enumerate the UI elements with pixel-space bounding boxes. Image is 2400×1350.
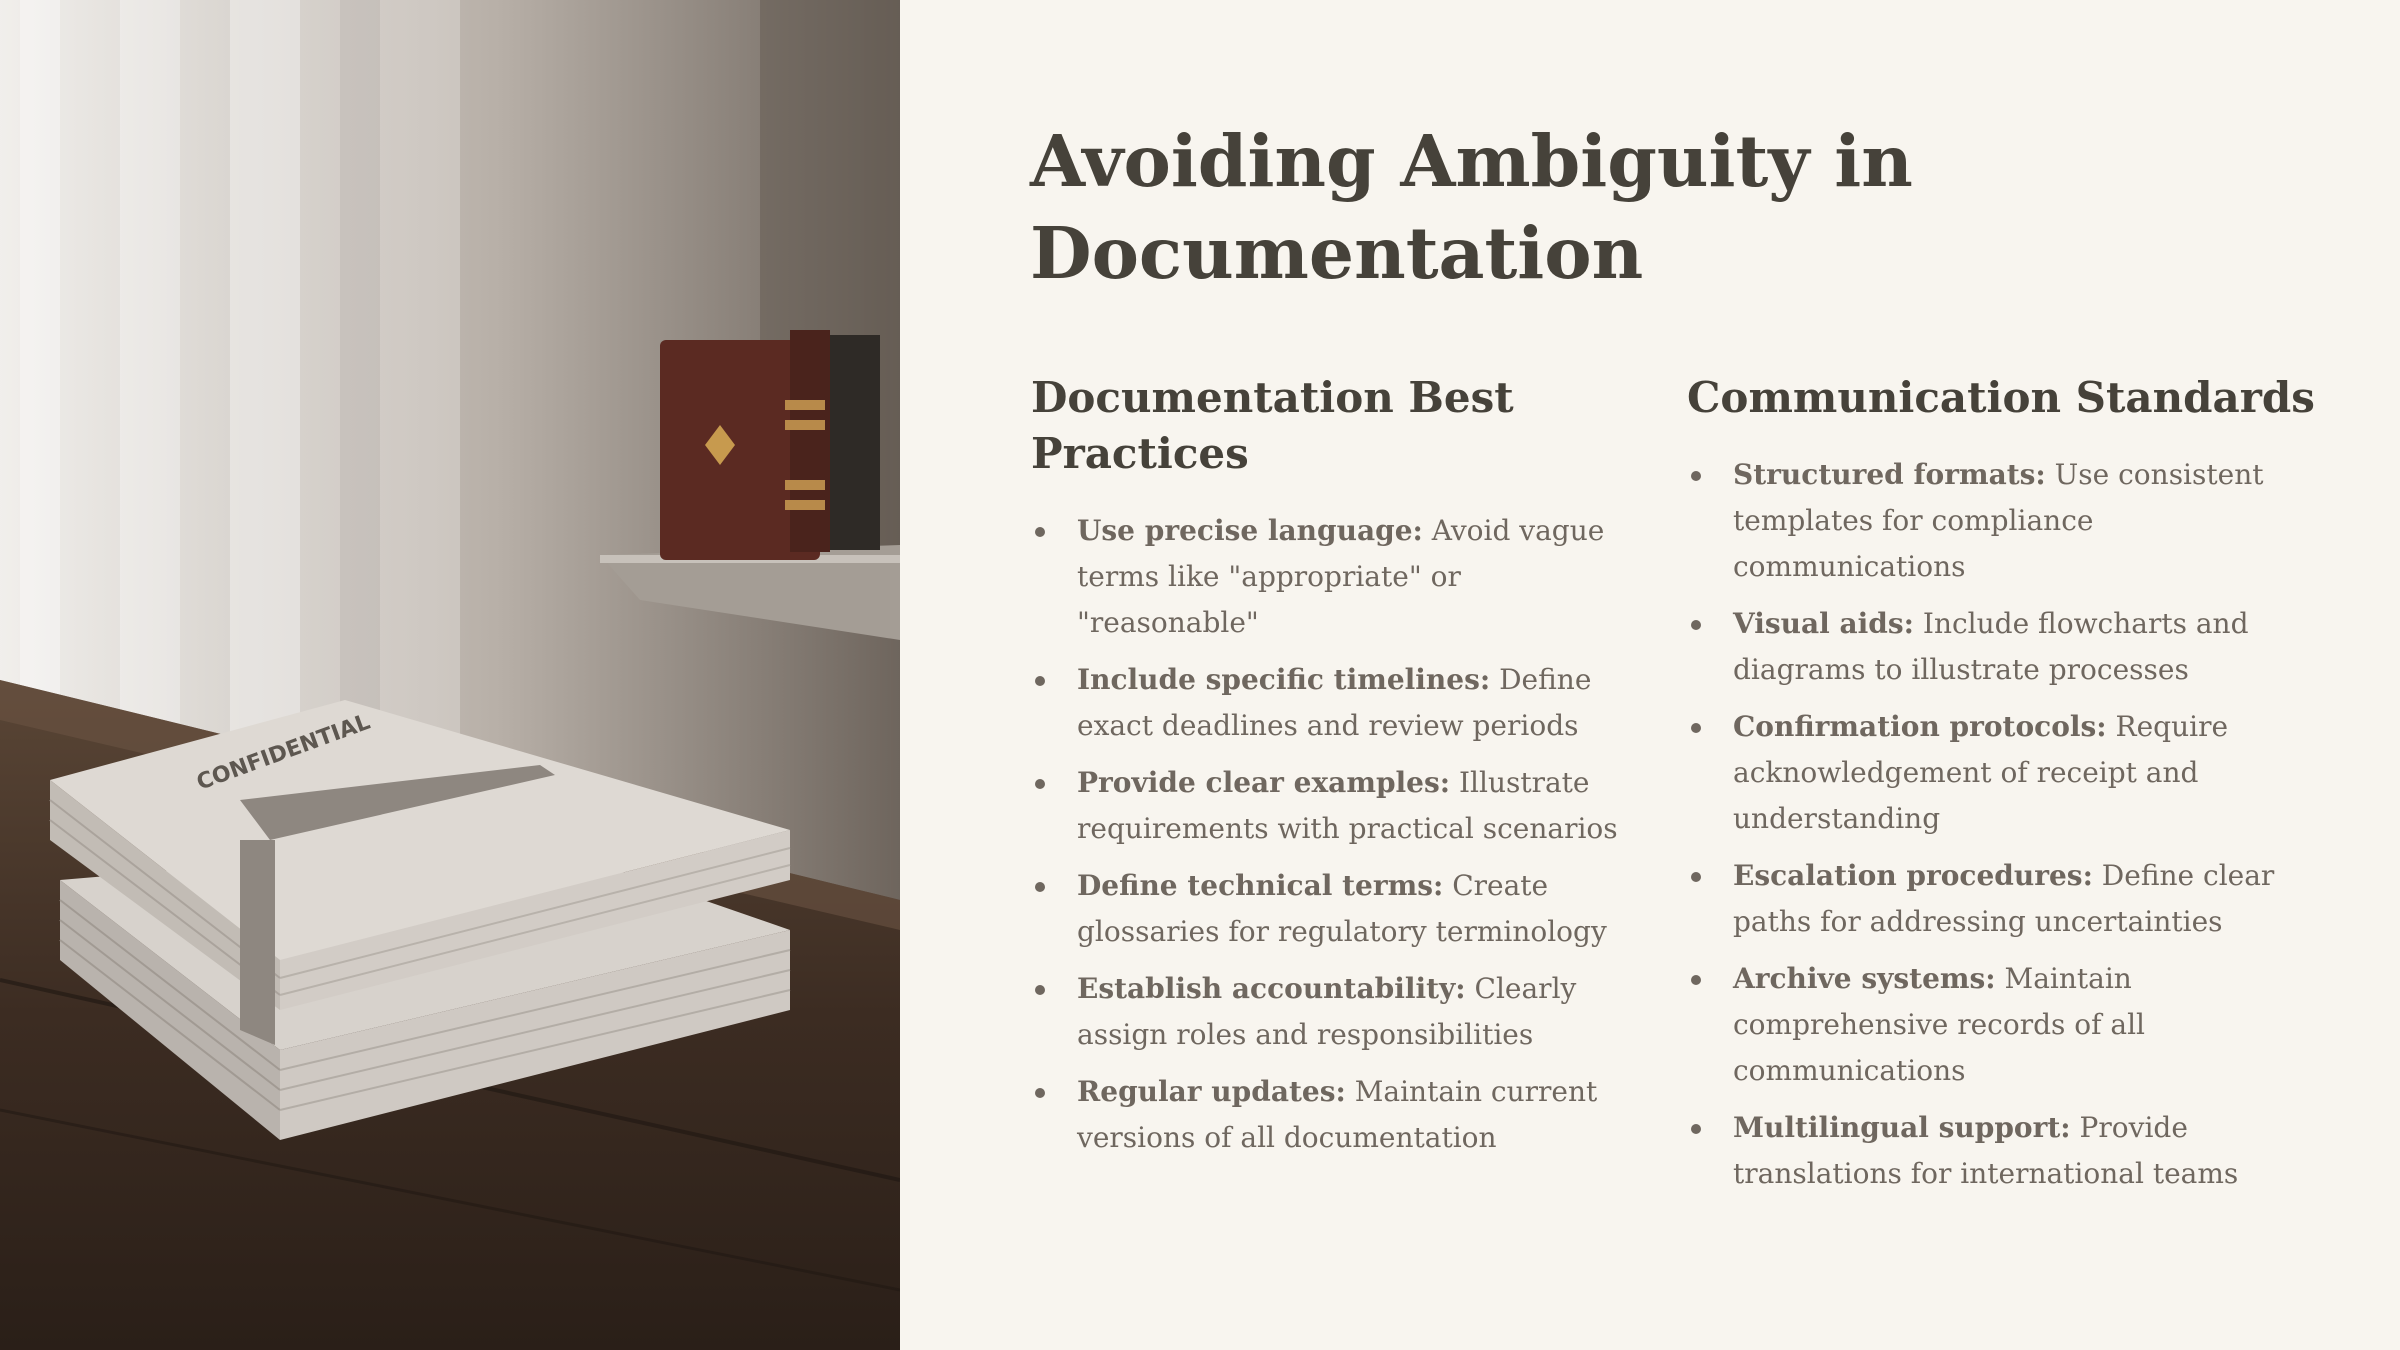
list-item: Regular updates: Maintain current versio…: [1031, 1069, 1621, 1161]
hero-photo: CONFIDENTIAL: [0, 0, 900, 1350]
list-item: Multilingual support: Provide translatio…: [1687, 1105, 2327, 1197]
item-term: Archive systems:: [1733, 962, 1996, 995]
list-item: Structured formats: Use consistent templ…: [1687, 452, 2327, 590]
column-heading: Documentation Best Practices: [1031, 373, 1514, 478]
bullet-icon: [1035, 1088, 1045, 1098]
list-item: Use precise language: Avoid vague terms …: [1031, 508, 1621, 646]
bullet-icon: [1035, 985, 1045, 995]
item-term: Include specific timelines:: [1077, 663, 1491, 696]
documentation-best-practices-column: Documentation Best Practices Use precise…: [1031, 370, 1621, 1172]
item-term: Regular updates:: [1077, 1075, 1346, 1108]
column-heading: Communication Standards: [1687, 373, 2315, 422]
slide-title: Avoiding Ambiguity in Documentation: [1030, 119, 1913, 295]
item-term: Escalation procedures:: [1733, 859, 2093, 892]
slide-content: Avoiding Ambiguity in Documentation Docu…: [900, 0, 2400, 1350]
bullet-icon: [1691, 620, 1701, 630]
item-term: Use precise language:: [1077, 514, 1423, 547]
list-item: Include specific timelines: Define exact…: [1031, 657, 1621, 749]
bullet-icon: [1035, 676, 1045, 686]
list-item: Visual aids: Include flowcharts and diag…: [1687, 601, 2327, 693]
bullet-icon: [1691, 1124, 1701, 1134]
item-text: Maintain current versions of all documen…: [1077, 1075, 1598, 1154]
bullet-icon: [1035, 779, 1045, 789]
item-text: Define clear paths for addressing uncert…: [1733, 859, 2275, 938]
item-term: Multilingual support:: [1733, 1111, 2071, 1144]
item-term: Define technical terms:: [1077, 869, 1444, 902]
item-text: Use consistent templates for compliance …: [1733, 458, 2264, 583]
item-text: Require acknowledgement of receipt and u…: [1733, 710, 2229, 835]
item-term: Structured formats:: [1733, 458, 2046, 491]
item-text: Illustrate requirements with practical s…: [1077, 766, 1618, 845]
list-item: Archive systems: Maintain comprehensive …: [1687, 956, 2327, 1094]
bullet-list: Structured formats: Use consistent templ…: [1687, 452, 2327, 1197]
bullet-list: Use precise language: Avoid vague terms …: [1031, 508, 1621, 1161]
list-item: Establish accountability: Clearly assign…: [1031, 966, 1621, 1058]
item-text: Define exact deadlines and review period…: [1077, 663, 1592, 742]
bullet-icon: [1035, 882, 1045, 892]
bullet-icon: [1691, 723, 1701, 733]
list-item: Define technical terms: Create glossarie…: [1031, 863, 1621, 955]
list-item: Confirmation protocols: Require acknowle…: [1687, 704, 2327, 842]
bullet-icon: [1691, 872, 1701, 882]
bullet-icon: [1035, 527, 1045, 537]
item-term: Establish accountability:: [1077, 972, 1466, 1005]
item-term: Provide clear examples:: [1077, 766, 1451, 799]
communication-standards-column: Communication Standards Structured forma…: [1687, 370, 2327, 1208]
documents-on-desk-image: CONFIDENTIAL: [0, 0, 900, 1350]
list-item: Provide clear examples: Illustrate requi…: [1031, 760, 1621, 852]
item-text: Create glossaries for regulatory termino…: [1077, 869, 1607, 948]
bullet-icon: [1691, 471, 1701, 481]
item-term: Confirmation protocols:: [1733, 710, 2107, 743]
item-text: Maintain comprehensive records of all co…: [1733, 962, 2146, 1087]
item-text: Include flowcharts and diagrams to illus…: [1733, 607, 2249, 686]
list-item: Escalation procedures: Define clear path…: [1687, 853, 2327, 945]
item-text: Provide translations for international t…: [1733, 1111, 2239, 1190]
item-term: Visual aids:: [1733, 607, 1914, 640]
item-text: Avoid vague terms like "appropriate" or …: [1077, 514, 1605, 639]
bullet-icon: [1691, 975, 1701, 985]
item-text: Clearly assign roles and responsibilitie…: [1077, 972, 1577, 1051]
